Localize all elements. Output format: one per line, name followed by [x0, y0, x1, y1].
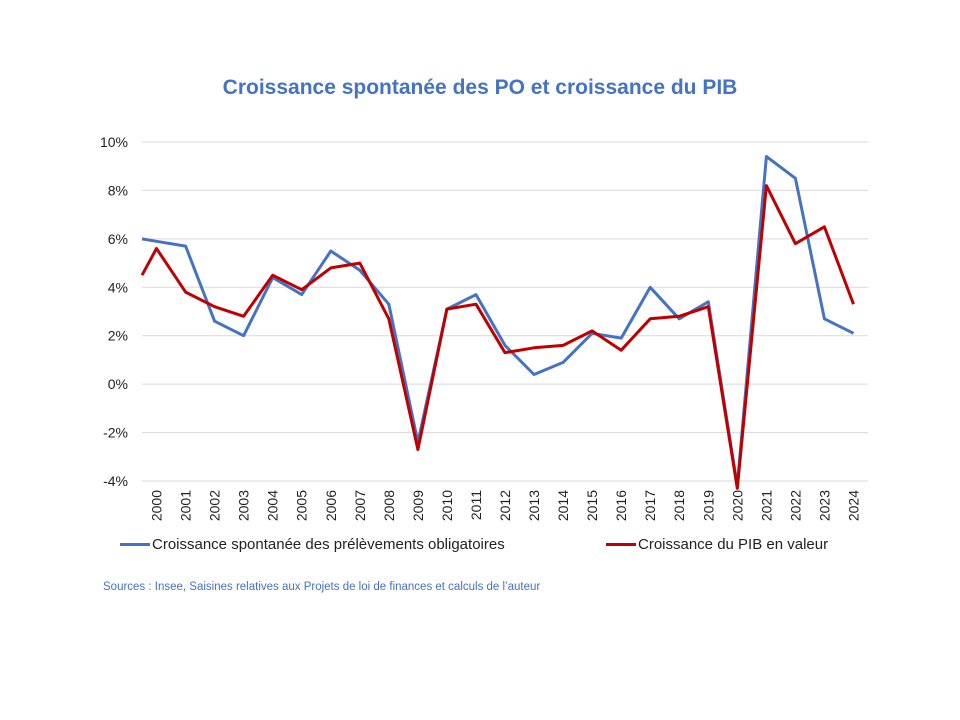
y-tick-label: 10%	[100, 134, 128, 150]
x-tick-label: 2017	[642, 490, 658, 521]
x-tick-label: 2008	[381, 490, 397, 521]
x-tick-label: 2006	[323, 490, 339, 521]
y-tick-label: 4%	[108, 279, 128, 295]
x-tick-label: 2004	[265, 490, 281, 521]
x-tick-label: 2013	[526, 490, 542, 521]
y-tick-label: 2%	[108, 328, 128, 344]
gridlines	[142, 141, 868, 482]
x-tick-label: 2001	[178, 490, 194, 521]
x-tick-label: 2011	[468, 490, 484, 520]
series-line-pib	[140, 184, 855, 490]
series-line-po	[141, 155, 855, 488]
legend-label-pib: Croissance du PIB en valeur	[638, 536, 829, 553]
x-axis-ticks: 2000 2001 2002 2003 2004 2005 2006 2007 2008 2009…	[149, 490, 862, 521]
x-tick-label: 2002	[207, 490, 223, 521]
y-tick-label: 8%	[108, 182, 128, 198]
x-tick-label: 2007	[352, 490, 368, 521]
series-lines	[140, 155, 855, 490]
chart-title: Croissance spontanée des PO et croissanc…	[222, 76, 738, 99]
x-tick-label: 2009	[410, 490, 426, 521]
x-tick-label: 2016	[613, 490, 629, 521]
x-tick-label: 2021	[758, 490, 774, 521]
y-tick-label: -2%	[103, 425, 128, 441]
legend-label-po: Croissance spontanée des prélèvements ob…	[152, 536, 505, 553]
source-note: Sources : Insee, Saisines relatives aux …	[103, 581, 541, 593]
legend-item-po: Croissance spontanée des prélèvements ob…	[120, 536, 505, 553]
x-tick-label: 2023	[816, 490, 832, 521]
x-tick-label: 2000	[149, 490, 165, 521]
legend-item-pib: Croissance du PIB en valeur	[606, 536, 828, 553]
x-tick-label: 2010	[439, 490, 455, 521]
x-tick-label: 2003	[236, 490, 252, 521]
x-tick-label: 2014	[555, 490, 571, 521]
y-tick-label: 0%	[108, 376, 128, 392]
x-tick-label: 2024	[845, 490, 861, 521]
x-tick-label: 2005	[294, 490, 310, 521]
x-tick-label: 2020	[729, 490, 745, 521]
legend: Croissance spontanée des prélèvements ob…	[0, 536, 960, 560]
x-tick-label: 2015	[584, 490, 600, 521]
x-tick-label: 2019	[700, 490, 716, 521]
y-tick-label: 6%	[108, 231, 128, 247]
legend-swatch-po	[120, 543, 150, 546]
y-tick-label: -4%	[103, 473, 128, 489]
y-axis-ticks: -4% -2% 0% 2% 4% 6% 8% 10%	[100, 134, 128, 489]
legend-swatch-pib	[606, 543, 636, 546]
x-tick-label: 2022	[787, 490, 803, 521]
x-tick-label: 2012	[497, 490, 513, 521]
x-tick-label: 2018	[671, 490, 687, 521]
